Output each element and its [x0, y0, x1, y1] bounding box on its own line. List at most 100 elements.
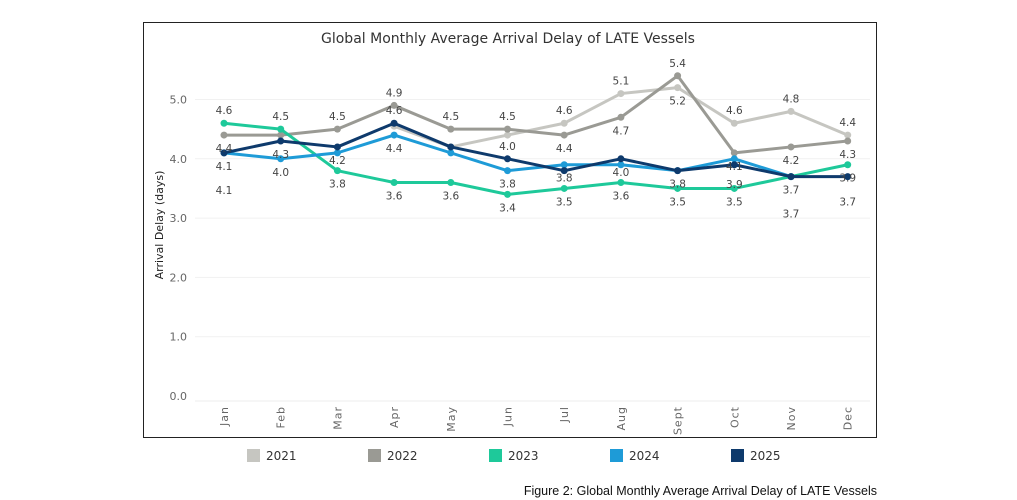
legend-label: 2022 — [387, 449, 418, 463]
data-label-2022: 4.4 — [216, 143, 233, 155]
data-label-2022: 4.2 — [783, 155, 800, 167]
data-label-2022: 4.3 — [839, 149, 856, 161]
data-point-2021[interactable] — [504, 131, 511, 139]
data-label-2023: 4.5 — [272, 111, 289, 123]
data-point-2023[interactable] — [277, 125, 285, 133]
legend-item-2024[interactable]: 2024 — [610, 449, 660, 463]
data-point-2025[interactable] — [504, 155, 511, 163]
data-label-2023: 4.6 — [216, 105, 233, 117]
data-point-2023[interactable] — [730, 184, 738, 192]
data-point-2025[interactable] — [560, 167, 568, 175]
data-point-2022[interactable] — [617, 113, 625, 121]
data-point-2024[interactable] — [390, 131, 398, 139]
data-point-2022[interactable] — [504, 125, 511, 133]
data-point-2021[interactable] — [560, 119, 568, 127]
legend-swatch — [610, 449, 623, 462]
chart-frame — [143, 22, 877, 438]
data-label-2024: 4.0 — [272, 167, 289, 179]
x-tick-label: Dec — [842, 406, 855, 430]
legend-item-2022[interactable]: 2022 — [368, 449, 418, 463]
data-point-2024[interactable] — [730, 155, 738, 163]
data-point-2021[interactable] — [674, 84, 682, 92]
legend-item-2025[interactable]: 2025 — [731, 449, 781, 463]
data-point-2021[interactable] — [617, 90, 625, 98]
data-point-2021[interactable] — [730, 119, 738, 127]
data-point-2023[interactable] — [674, 184, 682, 192]
data-point-2024[interactable] — [560, 161, 568, 169]
data-label-2021: 4.6 — [556, 105, 573, 117]
data-label-2023: 3.4 — [499, 202, 516, 214]
data-label-2024: 3.8 — [499, 179, 516, 191]
data-point-2023[interactable] — [447, 179, 455, 187]
series-line-2025 — [223, 121, 848, 179]
chart-title: Global Monthly Average Arrival Delay of … — [321, 31, 695, 47]
x-tick-label: Sept — [672, 406, 685, 435]
data-label-2024: 3.8 — [669, 179, 686, 191]
data-label-2022: 4.1 — [726, 161, 743, 173]
data-label-2022: 4.5 — [442, 111, 459, 123]
data-label-2021: 4.6 — [726, 105, 743, 117]
data-point-2022[interactable] — [674, 72, 682, 80]
data-point-2023[interactable] — [390, 179, 398, 187]
data-point-2025[interactable] — [617, 155, 625, 163]
legend-swatch — [247, 449, 260, 462]
data-label-2022: 4.7 — [613, 125, 630, 137]
data-point-2023[interactable] — [220, 119, 228, 127]
data-point-2024[interactable] — [617, 161, 625, 169]
data-point-2023[interactable] — [617, 179, 625, 187]
data-point-2023[interactable] — [560, 184, 568, 192]
data-label-2024: 3.7 — [783, 209, 800, 221]
legend-label: 2023 — [508, 449, 539, 463]
data-point-2025[interactable] — [787, 173, 795, 181]
data-point-2025[interactable] — [447, 143, 455, 151]
data-point-2022[interactable] — [220, 131, 228, 139]
data-point-2022[interactable] — [447, 125, 455, 133]
data-point-2024[interactable] — [447, 149, 455, 157]
data-label-2025: 4.3 — [272, 149, 289, 161]
x-tick-label: Jan — [218, 406, 231, 427]
data-point-2022[interactable] — [844, 137, 852, 145]
legend-item-2021[interactable]: 2021 — [247, 449, 297, 463]
data-point-2024[interactable] — [277, 155, 285, 163]
data-point-2023[interactable] — [504, 190, 511, 198]
data-point-2023[interactable] — [333, 167, 341, 175]
x-tick-label: Aug — [615, 406, 628, 430]
data-point-2024[interactable] — [504, 167, 511, 175]
x-tick-label: Jul — [558, 406, 571, 423]
data-point-2025[interactable] — [390, 119, 398, 127]
y-tick-label: 4.0 — [170, 153, 188, 166]
legend-swatch — [368, 449, 381, 462]
data-label-2025: 4.0 — [499, 141, 516, 153]
x-tick-label: Nov — [785, 406, 798, 430]
y-tick-label: 3.0 — [170, 212, 188, 225]
data-point-2022[interactable] — [560, 131, 568, 139]
data-point-2022[interactable] — [390, 101, 398, 109]
data-point-2021[interactable] — [787, 107, 795, 115]
data-label-2025: 4.0 — [613, 167, 630, 179]
data-label-2025: 3.7 — [839, 197, 856, 209]
data-point-2022[interactable] — [277, 131, 285, 139]
data-point-2022[interactable] — [787, 143, 795, 151]
data-point-2021[interactable] — [844, 131, 852, 139]
data-point-2022[interactable] — [730, 149, 738, 157]
figure-caption: Figure 2: Global Monthly Average Arrival… — [523, 484, 877, 498]
data-point-2024[interactable] — [333, 149, 341, 157]
data-point-2025[interactable] — [730, 161, 738, 169]
legend-item-2023[interactable]: 2023 — [489, 449, 539, 463]
data-label-2023: 3.6 — [613, 191, 630, 203]
data-label-2025: 4.6 — [386, 105, 403, 117]
data-label-2021: 4.4 — [839, 117, 856, 129]
legend-label: 2021 — [266, 449, 297, 463]
data-point-2025[interactable] — [333, 143, 341, 151]
data-point-2025[interactable] — [277, 137, 285, 145]
data-point-2025[interactable] — [674, 167, 682, 175]
data-point-2025[interactable] — [220, 149, 228, 157]
y-tick-label: 0.0 — [170, 390, 188, 403]
series-line-2022 — [224, 74, 848, 155]
data-point-2022[interactable] — [333, 125, 341, 133]
legend-label: 2025 — [750, 449, 781, 463]
data-label-2023: 3.6 — [386, 191, 403, 203]
data-point-2023[interactable] — [844, 161, 852, 169]
data-point-2025[interactable] — [844, 173, 852, 181]
data-label-2022: 4.9 — [386, 87, 403, 99]
